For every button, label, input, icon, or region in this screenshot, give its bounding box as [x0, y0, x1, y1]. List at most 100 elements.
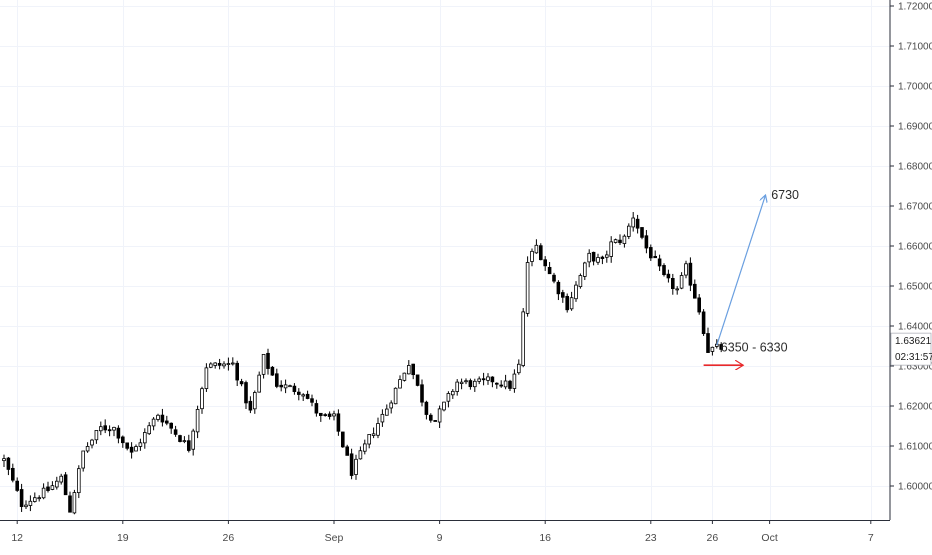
candle-body-up: [530, 250, 534, 262]
candle-body-down: [46, 486, 50, 491]
candle-body-up: [252, 392, 257, 410]
time-axis[interactable]: 12 19 26 Sep 9 16 23 26 Oct 7: [0, 520, 890, 550]
candle-body-up: [389, 402, 393, 409]
candle: [68, 491, 72, 513]
candle: [671, 273, 675, 295]
price-tick-label: 1.70000: [898, 82, 932, 93]
candle: [679, 272, 684, 290]
candle: [503, 374, 508, 390]
candle-body-up: [138, 442, 143, 447]
candle-body-down: [244, 382, 248, 404]
candle-body-down: [239, 381, 244, 385]
candle: [543, 256, 547, 271]
candle: [635, 214, 640, 234]
candle-body-down: [490, 376, 495, 383]
candle-body-down: [424, 401, 429, 415]
candle-body-up: [354, 458, 358, 475]
price-axis[interactable]: 1.72000 1.71000 1.70000 1.69000 1.68000 1.670…: [889, 0, 932, 520]
candle: [358, 446, 363, 460]
candle-body-up: [596, 257, 600, 263]
candle: [354, 454, 358, 480]
support-label: 6350 - 6330: [721, 341, 788, 355]
candle-body-up: [380, 413, 385, 423]
candle-body-up: [569, 297, 574, 310]
candle-body-down: [697, 297, 701, 313]
candle-body-down: [279, 384, 283, 388]
candle-body-up: [398, 379, 402, 389]
candle-body-up: [222, 363, 226, 367]
price-tick-labels: 1.72000 1.71000 1.70000 1.69000 1.68000 1.670…: [890, 2, 932, 493]
candle: [270, 365, 275, 376]
candle-body-down: [657, 258, 662, 267]
candle-body-down: [618, 239, 622, 244]
candle-body-down: [635, 218, 640, 229]
candle-body-down: [420, 384, 424, 403]
time-tick-label: 7: [868, 532, 874, 544]
candle-body-down: [415, 374, 420, 386]
candle: [173, 425, 178, 437]
candle: [160, 408, 165, 427]
price-tick-label: 1.64000: [898, 322, 932, 333]
candle: [147, 422, 152, 436]
candle: [627, 223, 631, 240]
candle: [99, 421, 103, 436]
chart-grid: [0, 0, 890, 520]
candle: [380, 409, 385, 427]
candle: [666, 269, 671, 283]
candle: [200, 386, 204, 414]
candle-body-up: [402, 372, 407, 381]
candle-body-down: [186, 440, 191, 451]
candle: [19, 483, 24, 512]
candle: [649, 244, 653, 261]
candle-body-down: [693, 283, 697, 299]
candle-body-down: [121, 436, 125, 444]
candle: [539, 243, 543, 261]
candle-body-up: [472, 380, 477, 388]
price-tick-label: 1.67000: [898, 202, 932, 213]
candle: [600, 255, 605, 265]
candle-body-up: [574, 284, 578, 300]
candle: [517, 359, 521, 375]
candle-body-down: [68, 495, 72, 513]
candle: [266, 348, 270, 375]
candle: [349, 448, 354, 480]
candle: [191, 428, 196, 456]
price-tick-label: 1.68000: [898, 162, 932, 173]
candle: [618, 234, 622, 245]
candle-body-down: [164, 420, 169, 424]
candle-body-down: [499, 384, 503, 387]
candle: [428, 413, 433, 423]
candle: [622, 234, 627, 248]
candle: [41, 483, 46, 500]
candle: [59, 473, 63, 485]
candle-body-down: [653, 255, 657, 259]
candle: [336, 409, 341, 436]
candle: [340, 431, 345, 448]
time-tick-labels: 12 19 26 Sep 9 16 23 26 Oct 7: [11, 520, 874, 544]
candle: [494, 382, 499, 389]
candle: [164, 415, 169, 426]
candle: [693, 279, 697, 299]
candle: [415, 374, 420, 387]
candle: [28, 495, 33, 512]
candle-body-down: [217, 362, 222, 366]
target-arrow[interactable]: [716, 196, 765, 346]
candle-body-up: [710, 346, 715, 352]
candle: [103, 419, 108, 434]
candle: [481, 372, 486, 386]
candle: [121, 435, 125, 448]
candle-body-up: [85, 446, 90, 452]
candle: [433, 419, 437, 422]
candle: [217, 358, 222, 370]
candle: [402, 372, 407, 382]
candle-body-up: [156, 414, 160, 420]
candle-body-down: [552, 274, 556, 282]
candle-body-up: [622, 235, 627, 244]
candle: [6, 456, 11, 476]
candle: [292, 383, 297, 395]
candle-body-up: [151, 418, 156, 427]
candle: [684, 260, 688, 279]
candle-body-down: [547, 266, 552, 275]
candle: [112, 426, 116, 437]
candle: [239, 378, 244, 387]
